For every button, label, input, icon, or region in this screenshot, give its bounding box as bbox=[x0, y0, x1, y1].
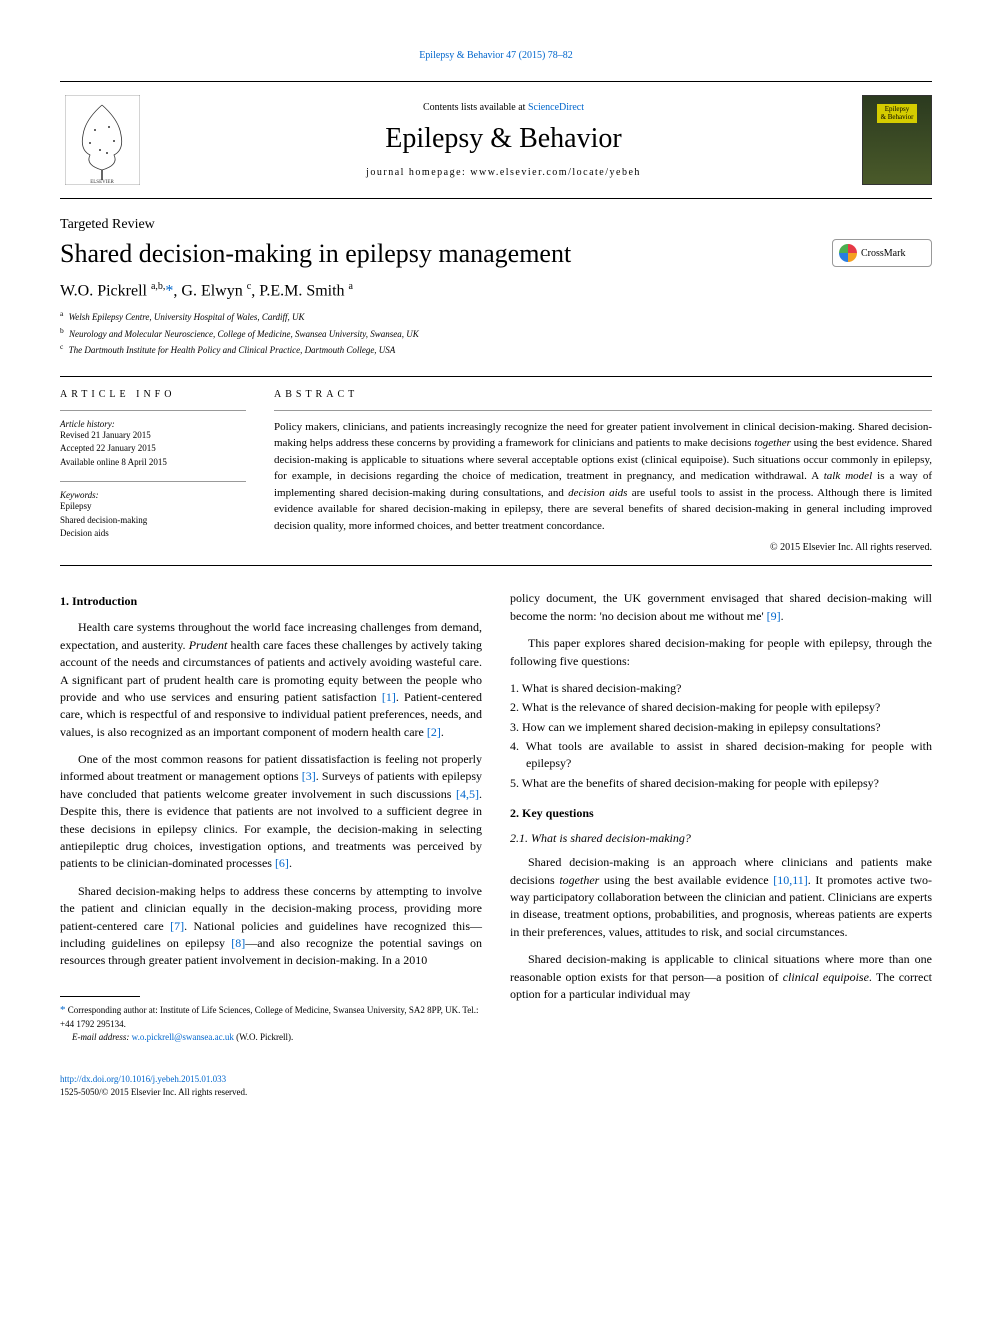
body-paragraph: This paper explores shared decision-maki… bbox=[510, 635, 932, 670]
journal-homepage: journal homepage: www.elsevier.com/locat… bbox=[155, 167, 852, 178]
body-paragraph: Shared decision-making is applicable to … bbox=[510, 951, 932, 1003]
affiliation-line: b Neurology and Molecular Neuroscience, … bbox=[60, 325, 932, 342]
ref-link[interactable]: [4,5] bbox=[456, 787, 479, 801]
footer-info: http://dx.doi.org/10.1016/j.yebeh.2015.0… bbox=[60, 1073, 932, 1098]
left-column: 1. Introduction Health care systems thro… bbox=[60, 590, 482, 1043]
ref-link[interactable]: [8] bbox=[231, 936, 245, 950]
svg-text:ELSEVIER: ELSEVIER bbox=[90, 180, 114, 185]
article-title: Shared decision-making in epilepsy manag… bbox=[60, 239, 571, 269]
ref-link[interactable]: [10,11] bbox=[773, 873, 808, 887]
elsevier-tree-icon: ELSEVIER bbox=[65, 95, 140, 185]
keywords-label: Keywords: bbox=[60, 490, 246, 500]
doi-link[interactable]: http://dx.doi.org/10.1016/j.yebeh.2015.0… bbox=[60, 1074, 226, 1084]
history-line: Accepted 22 January 2015 bbox=[60, 442, 246, 456]
affiliation-line: c The Dartmouth Institute for Health Pol… bbox=[60, 341, 932, 358]
questions-list: 1. What is shared decision-making? 2. Wha… bbox=[510, 680, 932, 792]
keyword-line: Epilepsy bbox=[60, 500, 246, 514]
journal-citation[interactable]: Epilepsy & Behavior 47 (2015) 78–82 bbox=[60, 50, 932, 61]
body-paragraph: Shared decision-making helps to address … bbox=[60, 883, 482, 970]
journal-name: Epilepsy & Behavior bbox=[155, 123, 852, 155]
affiliations: a Welsh Epilepsy Centre, University Hosp… bbox=[60, 308, 932, 358]
abstract-heading: abstract bbox=[274, 389, 932, 400]
ref-link[interactable]: [1] bbox=[382, 690, 396, 704]
email-link[interactable]: w.o.pickrell@swansea.ac.uk bbox=[132, 1032, 234, 1042]
article-history-label: Article history: bbox=[60, 419, 246, 429]
journal-cover-thumbnail: Epilepsy& Behavior bbox=[862, 95, 932, 185]
ref-link[interactable]: [2] bbox=[427, 725, 441, 739]
elsevier-logo: ELSEVIER bbox=[60, 90, 145, 190]
keyword-line: Shared decision-making bbox=[60, 514, 246, 528]
question-item: 4. What tools are available to assist in… bbox=[510, 738, 932, 773]
issn-copyright: 1525-5050/© 2015 Elsevier Inc. All right… bbox=[60, 1087, 247, 1097]
question-item: 3. How can we implement shared decision-… bbox=[510, 719, 932, 736]
history-line: Available online 8 April 2015 bbox=[60, 456, 246, 470]
abstract-text: Policy makers, clinicians, and patients … bbox=[274, 410, 932, 535]
body-paragraph: Shared decision-making is an approach wh… bbox=[510, 854, 932, 941]
body-paragraph: Health care systems throughout the world… bbox=[60, 619, 482, 741]
history-line: Revised 21 January 2015 bbox=[60, 429, 246, 443]
crossmark-badge[interactable]: CrossMark bbox=[832, 239, 932, 267]
ref-link[interactable]: [3] bbox=[302, 769, 316, 783]
question-item: 1. What is shared decision-making? bbox=[510, 680, 932, 697]
body-paragraph: One of the most common reasons for patie… bbox=[60, 751, 482, 873]
ref-link[interactable]: [6] bbox=[275, 856, 289, 870]
article-type: Targeted Review bbox=[60, 217, 932, 233]
corresponding-author-footnote: * Corresponding author at: Institute of … bbox=[60, 1003, 482, 1044]
journal-header: ELSEVIER Contents lists available at Sci… bbox=[60, 81, 932, 199]
question-item: 5. What are the benefits of shared decis… bbox=[510, 775, 932, 792]
abstract-copyright: © 2015 Elsevier Inc. All rights reserved… bbox=[274, 542, 932, 553]
contents-available: Contents lists available at ScienceDirec… bbox=[155, 102, 852, 113]
article-info-heading: article info bbox=[60, 389, 246, 400]
ref-link[interactable]: [9] bbox=[767, 609, 781, 623]
crossmark-icon bbox=[839, 244, 857, 262]
keyword-line: Decision aids bbox=[60, 527, 246, 541]
question-item: 2. What is the relevance of shared decis… bbox=[510, 699, 932, 716]
authors: W.O. Pickrell a,b,*, G. Elwyn c, P.E.M. … bbox=[60, 281, 932, 300]
ref-link[interactable]: [7] bbox=[170, 919, 184, 933]
abstract: abstract Policy makers, clinicians, and … bbox=[260, 377, 932, 566]
section-2-1-heading: 2.1. What is shared decision-making? bbox=[510, 831, 932, 846]
right-column: policy document, the UK government envis… bbox=[510, 590, 932, 1043]
article-info: article info Article history: Revised 21… bbox=[60, 377, 260, 566]
homepage-url[interactable]: www.elsevier.com/locate/yebeh bbox=[470, 167, 641, 178]
sciencedirect-link[interactable]: ScienceDirect bbox=[528, 102, 584, 113]
section-1-heading: 1. Introduction bbox=[60, 594, 482, 609]
body-paragraph: policy document, the UK government envis… bbox=[510, 590, 932, 625]
body-columns: 1. Introduction Health care systems thro… bbox=[60, 590, 932, 1043]
affiliation-line: a Welsh Epilepsy Centre, University Hosp… bbox=[60, 308, 932, 325]
section-2-heading: 2. Key questions bbox=[510, 806, 932, 821]
